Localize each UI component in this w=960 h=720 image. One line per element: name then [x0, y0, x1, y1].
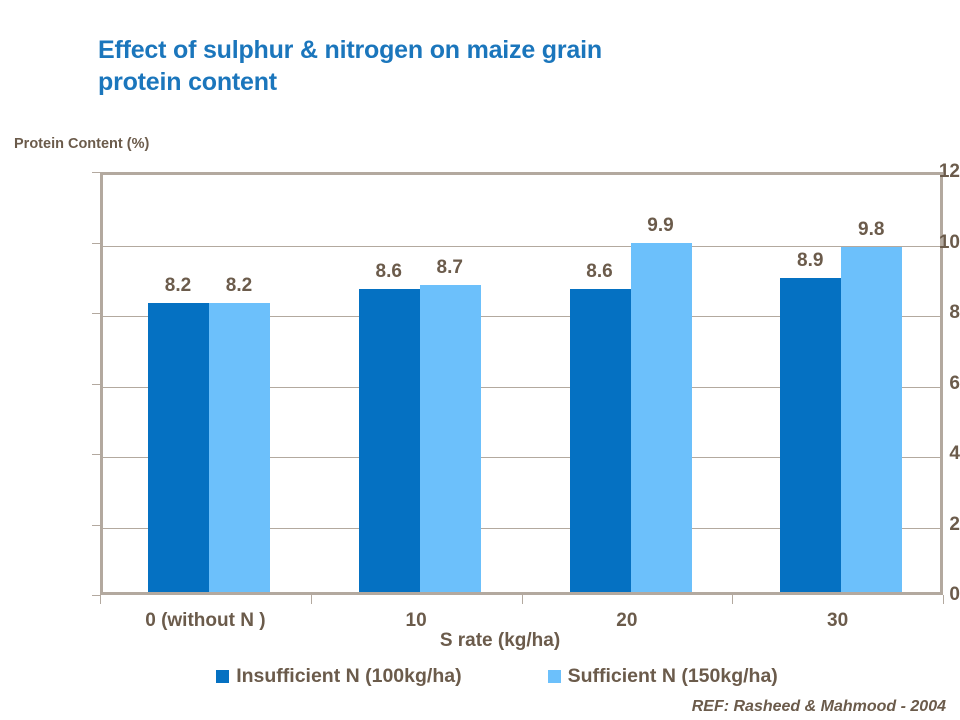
bar-1-3[interactable] — [841, 246, 903, 592]
bar-0-1[interactable] — [358, 288, 420, 592]
x-axis-title: S rate (kg/ha) — [439, 630, 561, 651]
y-axis-tick-mark — [92, 383, 100, 385]
bar-value-label: 8.6 — [586, 260, 613, 282]
x-axis-category-label: 0 (without N ) — [145, 610, 266, 631]
x-axis-tick-mark — [521, 595, 523, 604]
y-axis-tick-mark — [92, 454, 100, 455]
x-axis-tick-mark — [310, 595, 312, 604]
legend-label: Insufficient N (100kg/ha) — [236, 665, 462, 687]
y-axis-tick-label: 6 — [949, 372, 960, 394]
bar-value-label: 8.2 — [225, 274, 253, 296]
y-axis-title: Protein Content (%) — [14, 136, 150, 152]
legend-item-1[interactable]: Sufficient N (150kg/ha) — [547, 665, 778, 688]
bar-group: 8.9 9.8 — [735, 175, 946, 592]
page-title: Effect of sulphur & nitrogen on maize gr… — [98, 34, 858, 98]
title-line-2: protein content — [98, 68, 277, 96]
legend-swatch-icon — [547, 670, 561, 683]
y-axis-tick-mark — [92, 172, 100, 173]
bar-0-2[interactable] — [569, 288, 631, 592]
x-axis-category-label: 20 — [616, 610, 638, 631]
y-axis-tick-label: 10 — [938, 231, 960, 253]
bar-value-label: 8.7 — [436, 257, 463, 279]
x-axis-category-label: 10 — [405, 610, 427, 631]
bar-0-3[interactable] — [780, 278, 842, 592]
title-line-1: Effect of sulphur & nitrogen on maize gr… — [98, 36, 602, 64]
plot-inner: 8.2 8.2 8.6 8.7 8.6 9.9 8.9 9.8 — [103, 175, 940, 592]
y-axis-tick-mark — [92, 313, 100, 314]
legend-item-0[interactable]: Insufficient N (100kg/ha) — [216, 665, 462, 688]
legend-swatch-icon — [216, 670, 230, 683]
x-axis-tick-mark — [943, 595, 944, 604]
gridline — [103, 245, 940, 247]
legend-label: Sufficient N (150kg/ha) — [567, 665, 778, 687]
plot-area: 8.2 8.2 8.6 8.7 8.6 9.9 8.9 9.8 — [100, 172, 943, 595]
x-axis-tick-mark — [732, 595, 734, 604]
x-axis-tick-mark — [100, 595, 101, 604]
y-axis-tick-mark — [92, 595, 100, 596]
x-axis-category-label: 30 — [827, 610, 849, 631]
chart-legend: Insufficient N (100kg/ha) Sufficient N (1… — [0, 665, 960, 688]
y-axis-tick-mark — [92, 524, 100, 526]
gridline — [103, 457, 940, 458]
bar-1-2[interactable] — [630, 243, 692, 592]
bar-group: 8.6 9.9 — [525, 175, 736, 592]
bar-value-label: 8.2 — [164, 274, 192, 296]
bar-group: 8.6 8.7 — [314, 175, 525, 592]
bar-value-label: 9.8 — [858, 218, 885, 240]
y-axis-tick-label: 2 — [949, 513, 960, 535]
y-axis-tick-label: 0 — [949, 584, 960, 605]
bar-value-label: 9.9 — [647, 215, 674, 237]
bar-1-1[interactable] — [419, 285, 481, 592]
y-axis-tick-label: 8 — [949, 302, 960, 323]
bar-group: 8.2 8.2 — [103, 175, 314, 592]
y-axis-tick-label: 4 — [949, 443, 960, 464]
y-axis-tick-mark — [92, 242, 100, 244]
reference-note: REF: Rasheed & Mahmood - 2004 — [691, 698, 946, 715]
bar-value-label: 8.9 — [797, 250, 824, 272]
gridline — [103, 316, 940, 317]
gridline — [103, 527, 940, 529]
bar-1-0[interactable] — [209, 302, 270, 592]
bar-0-0[interactable] — [148, 302, 209, 592]
y-axis-tick-label: 12 — [938, 161, 960, 182]
bar-value-label: 8.6 — [375, 260, 402, 282]
gridline — [103, 386, 940, 388]
